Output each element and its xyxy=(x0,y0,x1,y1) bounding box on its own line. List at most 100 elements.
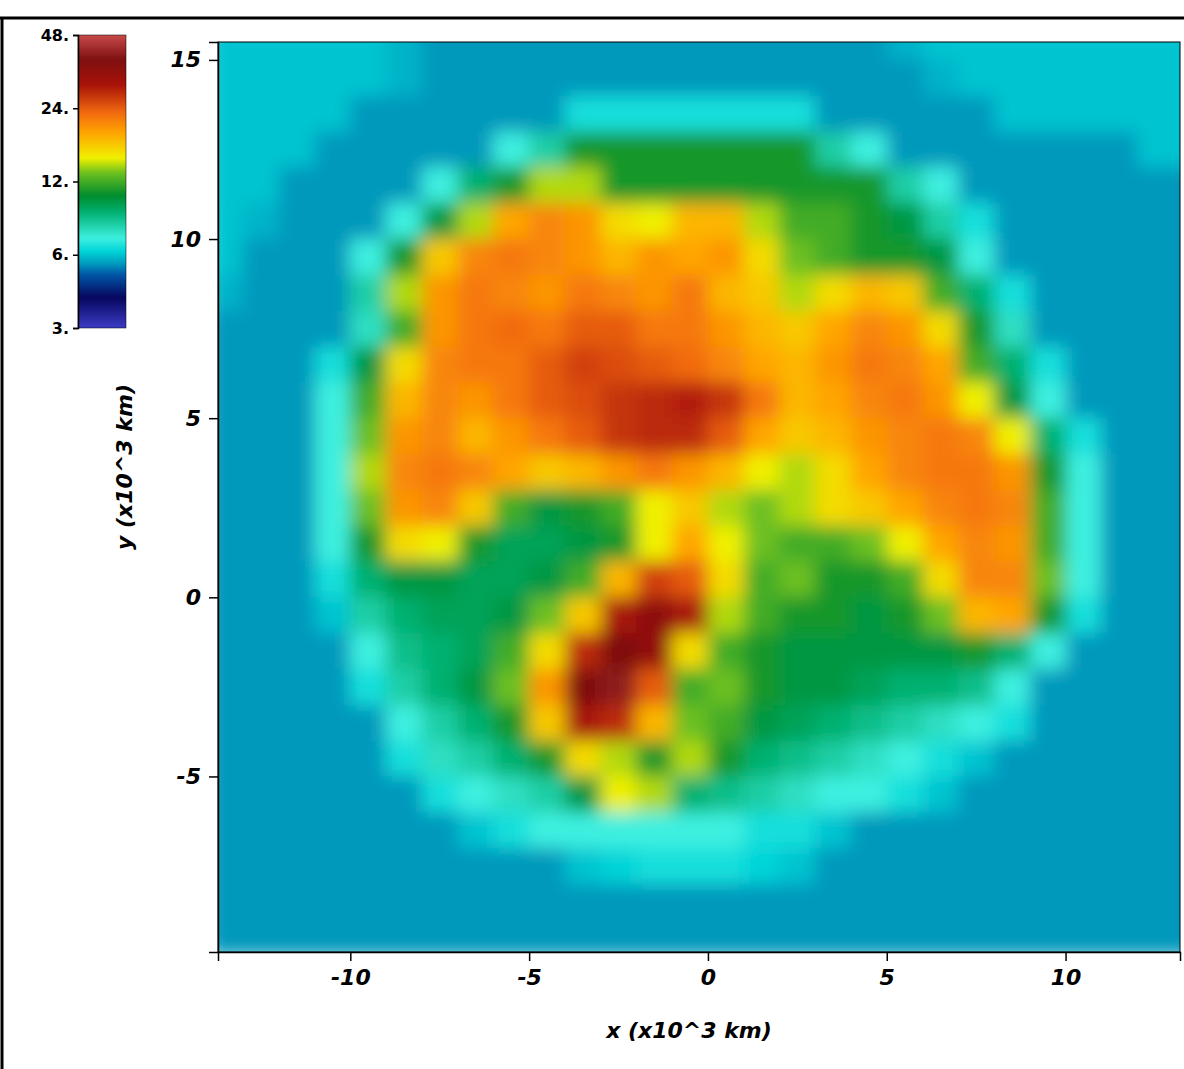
heat-cell xyxy=(601,633,637,669)
heat-cell xyxy=(958,848,994,884)
heat-cell xyxy=(887,776,923,812)
heat-cell xyxy=(636,669,672,705)
heat-cell xyxy=(386,776,422,812)
heat-cell xyxy=(315,490,351,526)
heat-cell xyxy=(422,597,458,633)
heat-cell xyxy=(636,347,672,383)
heat-cell xyxy=(958,884,994,920)
heat-cell xyxy=(1137,526,1173,562)
heat-cell xyxy=(315,203,351,239)
heat-cell xyxy=(1173,418,1180,454)
heat-cell xyxy=(279,382,315,418)
heat-cell xyxy=(350,382,386,418)
heat-cell xyxy=(636,848,672,884)
tick-label: 6. xyxy=(52,245,69,264)
heat-cell xyxy=(529,203,565,239)
heat-cell xyxy=(779,848,815,884)
heat-cell xyxy=(815,776,851,812)
tick-mark xyxy=(350,952,352,961)
heat-cell xyxy=(815,42,851,61)
heat-cell xyxy=(923,60,959,96)
heat-cell xyxy=(815,60,851,96)
heat-cell xyxy=(529,490,565,526)
heat-cell xyxy=(458,669,494,705)
heat-cell xyxy=(243,526,279,562)
heat-cell xyxy=(218,776,244,812)
heat-cell xyxy=(708,848,744,884)
tick-mark xyxy=(73,35,78,37)
heat-cell xyxy=(243,669,279,705)
heat-cell xyxy=(958,132,994,168)
tick: -10 xyxy=(331,952,371,990)
heat-cell xyxy=(1173,776,1180,812)
heat-cell xyxy=(672,311,708,347)
heat-cell xyxy=(636,561,672,597)
heat-cell xyxy=(815,848,851,884)
heat-cell xyxy=(279,848,315,884)
heat-cell xyxy=(458,347,494,383)
heat-cell xyxy=(672,203,708,239)
heat-cell xyxy=(422,42,458,61)
heat-cell xyxy=(601,526,637,562)
heat-cell xyxy=(636,705,672,741)
heat-cell xyxy=(887,920,923,952)
colorbar-axis: 3.6.12.24.48. xyxy=(41,26,79,338)
heat-cell xyxy=(350,275,386,311)
heat-cell xyxy=(994,705,1030,741)
heat-cell xyxy=(350,526,386,562)
heat-cell xyxy=(218,418,244,454)
heat-cell xyxy=(386,812,422,848)
heat-cell xyxy=(350,597,386,633)
plot-area xyxy=(218,42,1180,952)
heat-cell xyxy=(1137,347,1173,383)
heat-cell xyxy=(458,490,494,526)
heat-cell xyxy=(279,741,315,777)
heat-cell xyxy=(493,96,529,132)
heat-cell xyxy=(1101,96,1137,132)
heat-cell xyxy=(708,454,744,490)
tick-label: 3. xyxy=(52,319,69,338)
heat-cell xyxy=(815,96,851,132)
heat-cell xyxy=(422,884,458,920)
heat-cell xyxy=(243,382,279,418)
heat-cell xyxy=(994,96,1030,132)
heat-cell xyxy=(529,167,565,203)
heat-cell xyxy=(529,132,565,168)
axis-line xyxy=(209,43,219,953)
heat-cell xyxy=(1030,633,1066,669)
heat-cell xyxy=(636,418,672,454)
heat-cell xyxy=(243,167,279,203)
heat-cell xyxy=(243,705,279,741)
heat-cell xyxy=(1101,347,1137,383)
heat-cell xyxy=(887,347,923,383)
heat-cell xyxy=(958,311,994,347)
tick-mark xyxy=(209,776,218,778)
heat-cell xyxy=(1137,633,1173,669)
tick-label: -10 xyxy=(331,965,371,990)
heat-cell xyxy=(529,669,565,705)
heat-cell xyxy=(994,311,1030,347)
heat-cell xyxy=(279,96,315,132)
heat-cell xyxy=(994,203,1030,239)
heat-cell xyxy=(779,776,815,812)
axis-line xyxy=(73,36,79,329)
heat-cell xyxy=(1173,203,1180,239)
heat-cell xyxy=(350,920,386,952)
heat-cell xyxy=(218,96,244,132)
heat-cell xyxy=(458,454,494,490)
heat-cell xyxy=(315,167,351,203)
heat-cell xyxy=(672,167,708,203)
heat-cell xyxy=(315,776,351,812)
heat-cell xyxy=(458,203,494,239)
heat-cell xyxy=(1030,167,1066,203)
heat-cell xyxy=(601,418,637,454)
heat-cell xyxy=(458,96,494,132)
heat-cell xyxy=(422,561,458,597)
heat-cell xyxy=(708,96,744,132)
heat-cell xyxy=(243,347,279,383)
heat-cell xyxy=(315,526,351,562)
heat-cell xyxy=(779,167,815,203)
heat-cell xyxy=(744,561,780,597)
heat-cell xyxy=(708,167,744,203)
heat-cell xyxy=(386,96,422,132)
